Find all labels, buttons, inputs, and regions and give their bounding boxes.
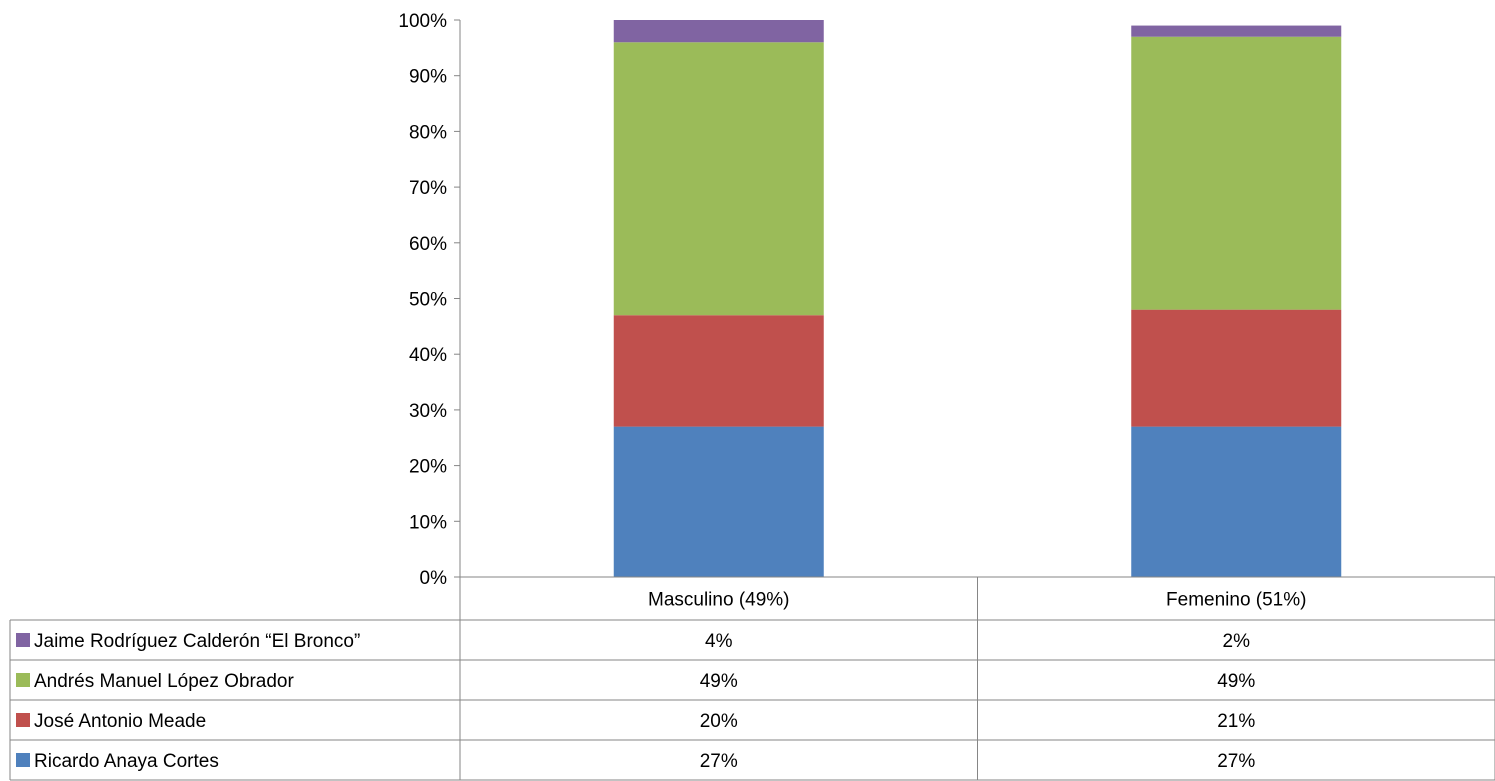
y-tick-label: 0%	[420, 568, 448, 589]
data-label: 2%	[1223, 631, 1251, 652]
y-tick-label: 100%	[398, 11, 447, 32]
bar-segment	[613, 20, 824, 43]
legend-key	[16, 713, 30, 727]
y-tick-label: 10%	[409, 512, 447, 533]
bar-segment	[1131, 36, 1342, 310]
bar-segment	[1131, 426, 1342, 577]
data-label: 4%	[705, 631, 733, 652]
data-table: Masculino (49%) Femenino (51%) Jaime Rodrí…	[9, 576, 1495, 781]
y-tick-label: 30%	[409, 401, 447, 422]
y-tick-label: 90%	[409, 67, 447, 88]
legend-label: José Antonio Meade	[34, 711, 206, 732]
bar-segment	[613, 42, 824, 316]
legend-key	[16, 753, 30, 767]
bar-segment	[613, 426, 824, 577]
data-label: 49%	[1217, 671, 1255, 692]
bars	[613, 20, 1342, 577]
legend-label: Andrés Manuel López Obrador	[34, 671, 294, 692]
data-label: 20%	[700, 711, 738, 732]
bar-segment	[613, 315, 824, 427]
legend-label: Jaime Rodríguez Calderón “El Bronco”	[34, 631, 360, 652]
bar-segment	[1131, 309, 1342, 427]
legend-key	[16, 673, 30, 687]
y-tick-label: 50%	[409, 290, 447, 311]
data-label: 21%	[1217, 711, 1255, 732]
y-tick-label: 80%	[409, 122, 447, 143]
y-axis: 0% 10% 20% 30% 40% 50% 60% 70% 80% 90% 100%	[398, 11, 461, 589]
data-label: 27%	[700, 751, 738, 772]
bar-segment	[1131, 25, 1342, 37]
x-category-label: Femenino (51%)	[1166, 590, 1306, 611]
data-label: 49%	[700, 671, 738, 692]
y-tick-label: 20%	[409, 457, 447, 478]
legend-label: Ricardo Anaya Cortes	[34, 751, 219, 772]
y-tick-label: 40%	[409, 345, 447, 366]
y-tick-label: 70%	[409, 178, 447, 199]
x-category-label: Masculino (49%)	[648, 590, 790, 611]
data-label: 27%	[1217, 751, 1255, 772]
legend-key	[16, 633, 30, 647]
y-tick-label: 60%	[409, 234, 447, 255]
